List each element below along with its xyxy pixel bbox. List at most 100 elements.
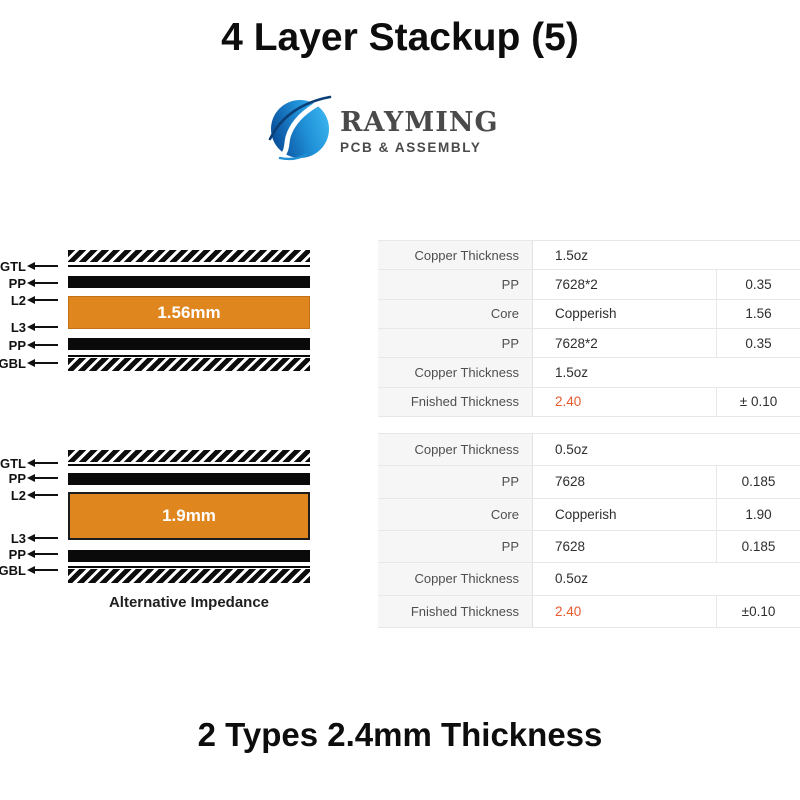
row-tolerance: 0.185 xyxy=(741,474,776,490)
row-tolerance: 0.185 xyxy=(741,539,776,555)
prepreg-layer xyxy=(68,473,310,485)
row-label: Core xyxy=(378,498,533,530)
layer-pointer-gtl: GTL xyxy=(0,258,58,274)
row-tolerance: 1.90 xyxy=(745,506,772,522)
row-value: 2.40 xyxy=(533,595,717,627)
left-arrow-icon xyxy=(27,359,58,367)
row-value: Copperish xyxy=(533,498,717,530)
left-arrow-icon xyxy=(27,279,58,287)
row-value: 1.5oz xyxy=(555,247,589,263)
logo-name: RAYMING xyxy=(340,106,499,138)
row-tolerance: ± 0.10 xyxy=(739,394,778,410)
row-label: PP xyxy=(378,530,533,563)
layer-pointer-gtl: GTL xyxy=(0,455,58,471)
layer-pointer-pp-top: PP xyxy=(0,470,58,486)
page-title: 4 Layer Stackup (5) xyxy=(221,16,579,59)
table-row: Fnished Thickness 2.40 ±0.10 xyxy=(378,595,800,627)
left-arrow-icon xyxy=(27,323,58,331)
table-row: PP 7628 0.185 xyxy=(378,466,800,499)
core-layer: 1.9mm xyxy=(68,492,310,540)
row-tolerance: 1.56 xyxy=(745,306,772,322)
row-label: PP xyxy=(378,270,533,299)
stackup-diagram-1: 1.56mm GTL PP L2 L3 PP GBL xyxy=(0,250,330,380)
layer-label: L2 xyxy=(10,487,26,503)
table-row: Core Copperish 1.90 xyxy=(378,498,800,531)
table-row: Copper Thickness 1.5oz xyxy=(378,358,800,388)
footer-title: 2 Types 2.4mm Thickness xyxy=(197,716,603,753)
row-value: 7628*2 xyxy=(533,328,717,358)
left-arrow-icon xyxy=(27,474,58,482)
table-row: Fnished Thickness 2.40 ± 0.10 xyxy=(378,387,800,416)
layer-label: PP xyxy=(8,337,26,353)
stackup-spec-table-1: Copper Thickness 1.5oz PP 7628*2 0.35 Co… xyxy=(378,240,800,417)
row-label: Core xyxy=(378,299,533,328)
layer-label: PP xyxy=(8,546,26,562)
core-thickness-label: 1.9mm xyxy=(162,506,216,525)
table-row: Copper Thickness 1.5oz xyxy=(378,241,800,271)
layer-pointer-l3: L3 xyxy=(0,530,58,546)
row-tolerance: 0.35 xyxy=(745,276,772,292)
row-tolerance xyxy=(717,241,800,269)
row-value: 2.40 xyxy=(533,387,717,416)
copper-bottom-hatch-layer xyxy=(68,358,310,371)
prepreg-layer xyxy=(68,338,310,350)
diagram-caption: Alternative Impedance xyxy=(108,594,270,611)
row-tolerance: ±0.10 xyxy=(741,603,776,619)
row-value: 0.5oz xyxy=(555,571,589,587)
table-row: Copper Thickness 0.5oz xyxy=(378,563,800,596)
layer-label: GBL xyxy=(0,562,26,578)
row-label: Fnished Thickness xyxy=(378,387,533,416)
layer-label: L2 xyxy=(10,292,26,308)
copper-top-hatch-layer xyxy=(68,250,310,262)
layer-pointer-pp-bottom: PP xyxy=(0,546,58,562)
left-arrow-icon xyxy=(27,459,58,467)
row-label: PP xyxy=(378,328,533,358)
stackup-spec-table-2: Copper Thickness 0.5oz PP 7628 0.185 Cor… xyxy=(378,433,800,628)
left-arrow-icon xyxy=(27,491,58,499)
row-value: 7628*2 xyxy=(533,270,717,299)
left-arrow-icon xyxy=(27,566,58,574)
layer-pointer-pp-bottom: PP xyxy=(0,337,58,353)
layer-label: GTL xyxy=(0,258,26,274)
row-label: PP xyxy=(378,466,533,498)
rayming-logo: RAYMING PCB & ASSEMBLY xyxy=(263,94,499,169)
layer-label: GTL xyxy=(0,455,26,471)
table-row: PP 7628*2 0.35 xyxy=(378,328,800,359)
table-row: PP 7628 0.185 xyxy=(378,530,800,564)
row-label: Copper Thickness xyxy=(378,434,533,466)
left-arrow-icon xyxy=(27,341,58,349)
stackup-diagram-2: 1.9mm GTL PP L2 L3 PP GBL Alternativ xyxy=(0,450,330,620)
left-arrow-icon xyxy=(27,296,58,304)
table-row: Copper Thickness 0.5oz xyxy=(378,434,800,467)
core-thickness-label: 1.56mm xyxy=(157,302,221,322)
logo-tagline: PCB & ASSEMBLY xyxy=(340,139,482,155)
copper-top-underline xyxy=(68,265,310,267)
copper-bottom-overline xyxy=(68,566,310,568)
layer-label: L3 xyxy=(10,530,26,546)
row-label: Fnished Thickness xyxy=(378,595,533,627)
layer-label: L3 xyxy=(10,319,26,335)
row-value: 1.5oz xyxy=(555,364,589,380)
row-value: 0.5oz xyxy=(555,442,589,458)
layer-label: PP xyxy=(8,470,26,486)
copper-top-hatch-layer xyxy=(68,450,310,462)
copper-top-underline xyxy=(68,464,310,466)
layer-label: GBL xyxy=(0,355,26,371)
row-tolerance: 0.35 xyxy=(745,335,772,351)
layer-pointer-l2: L2 xyxy=(0,292,58,308)
row-label: Copper Thickness xyxy=(378,241,533,270)
row-tolerance xyxy=(717,563,800,594)
layer-pointer-gbl: GBL xyxy=(0,562,58,578)
row-label: Copper Thickness xyxy=(378,358,533,387)
layer-pointer-gbl: GBL xyxy=(0,355,58,371)
row-tolerance xyxy=(717,434,800,465)
row-tolerance xyxy=(717,358,800,386)
row-value: 7628 xyxy=(533,530,717,563)
prepreg-layer xyxy=(68,276,310,288)
core-layer: 1.56mm xyxy=(68,296,310,329)
row-label: Copper Thickness xyxy=(378,563,533,595)
table-row: Core Copperish 1.56 xyxy=(378,299,800,329)
left-arrow-icon xyxy=(27,550,58,558)
layer-pointer-l2: L2 xyxy=(0,487,58,503)
